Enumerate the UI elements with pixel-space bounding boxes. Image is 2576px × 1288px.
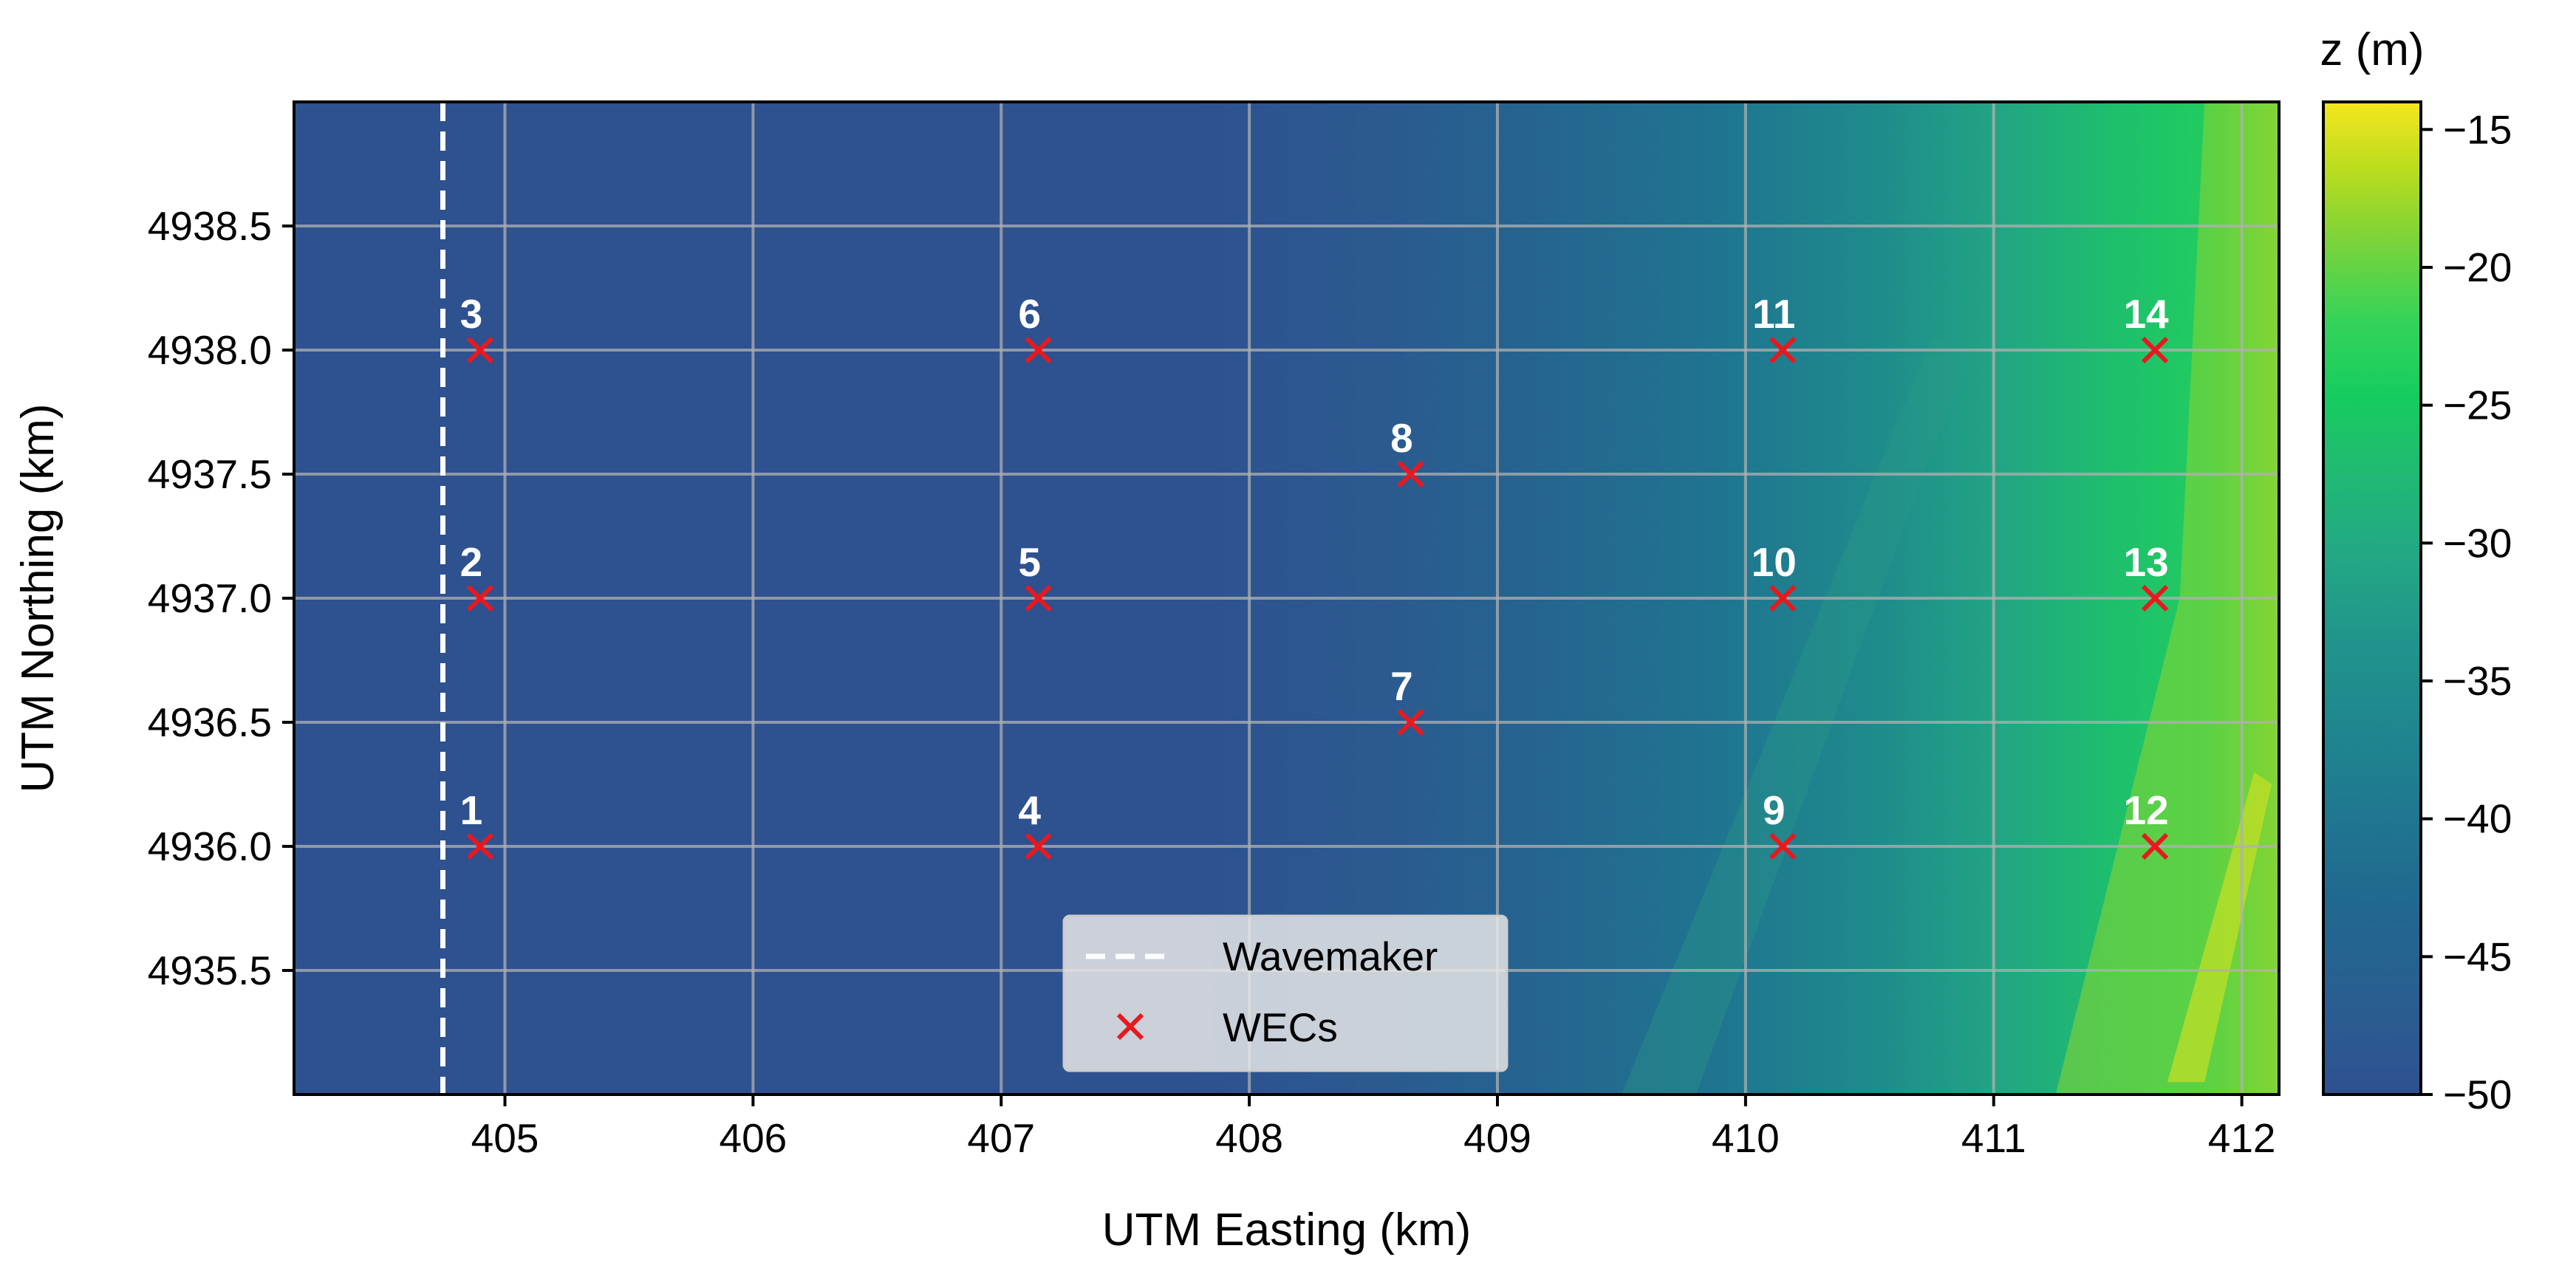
- colorbar-tick-label: −45: [2443, 934, 2512, 979]
- x-tick-label: 406: [719, 1115, 787, 1161]
- wec-marker: [2141, 336, 2169, 364]
- colorbar-gradient: [2322, 100, 2422, 1096]
- x-tick-label: 411: [1961, 1115, 2026, 1161]
- legend-wec-x: [1116, 1013, 1144, 1041]
- wec-marker: [1025, 336, 1052, 364]
- colorbar-title: z (m): [2320, 24, 2424, 75]
- colorbar-tick-label: −20: [2443, 244, 2512, 290]
- wec-label: 6: [1018, 291, 1041, 337]
- wec-label: 7: [1390, 663, 1413, 709]
- shore-shoal-peak: [2167, 772, 2272, 1083]
- wec-label: 8: [1390, 415, 1413, 461]
- colorbar-tick-label: −35: [2443, 658, 2512, 704]
- x-tick-label: 410: [1712, 1115, 1780, 1161]
- wec-label: 5: [1018, 539, 1041, 585]
- wec-marker: [1769, 336, 1797, 364]
- colorbar-tick-label: −40: [2443, 796, 2512, 842]
- wec-marker: [1769, 584, 1797, 612]
- wec-label: 4: [1018, 787, 1041, 833]
- y-tick-label: 4935.5: [148, 948, 272, 993]
- y-tick-label: 4937.5: [148, 451, 272, 497]
- x-tick-label: 412: [2208, 1115, 2276, 1161]
- colorbar-tick-label: −50: [2443, 1072, 2512, 1117]
- x-tick-label: 407: [967, 1115, 1035, 1161]
- legend-wec-label: WECs: [1223, 1004, 1338, 1050]
- wec-label: 1: [460, 787, 483, 833]
- x-tick-label: 408: [1215, 1115, 1283, 1161]
- wec-label: 2: [460, 539, 483, 585]
- y-tick-label: 4938.5: [148, 203, 272, 249]
- wec-label: 11: [1752, 291, 1795, 337]
- legend-wavemaker-label: Wavemaker: [1223, 934, 1438, 979]
- wec-marker: [466, 336, 494, 364]
- wec-marker: [1025, 584, 1052, 612]
- wec-marker: [1769, 832, 1797, 860]
- x-axis: 405 406 407 408 409 410 411 412: [471, 1095, 2276, 1161]
- legend-box: [1062, 914, 1509, 1072]
- grid-lines: [294, 102, 2279, 1095]
- y-tick-label: 4936.0: [148, 823, 272, 869]
- colorbar-tick-label: −15: [2443, 106, 2512, 152]
- x-tick-label: 409: [1463, 1115, 1531, 1161]
- wec-marker: [1397, 708, 1424, 736]
- wec-label: 9: [1763, 787, 1786, 833]
- wec-marker: [2141, 584, 2169, 612]
- wec-label: 13: [2123, 539, 2168, 585]
- wec-label: 10: [1752, 539, 1797, 585]
- wec-marker: [1025, 832, 1052, 860]
- y-tick-label: 4938.0: [148, 327, 272, 373]
- wec-marker: [2141, 832, 2169, 860]
- wec-marker: [466, 832, 494, 860]
- y-tick-label: 4936.5: [148, 699, 272, 745]
- wec-marker: [466, 584, 494, 612]
- legend: Wavemaker WECs: [1062, 914, 1509, 1072]
- wec-label: 14: [2123, 291, 2169, 337]
- wec-marker: [1397, 460, 1424, 488]
- x-axis-title: UTM Easting (km): [1102, 1205, 1471, 1256]
- y-axis-title: UTM Northing (km): [13, 403, 64, 792]
- colorbar-tick-label: −25: [2443, 383, 2512, 428]
- y-tick-label: 4937.0: [148, 575, 272, 621]
- legend-wec-swatch: [1116, 1013, 1144, 1041]
- colorbar-ticks: −50 −45 −40 −35 −30 −25 −20 −15: [2421, 106, 2512, 1117]
- colorbar-tick-label: −30: [2443, 520, 2512, 566]
- wec-label: 3: [460, 291, 483, 337]
- ridge-feature: [1621, 338, 1969, 1095]
- y-axis: 4935.5 4936.0 4936.5 4937.0 4937.5 4938.0 4938…: [148, 203, 294, 993]
- wec-label: 12: [2123, 787, 2168, 833]
- x-tick-label: 405: [471, 1115, 539, 1161]
- colorbar: −50 −45 −40 −35 −30 −25 −20 −15 z (m): [2320, 24, 2512, 1117]
